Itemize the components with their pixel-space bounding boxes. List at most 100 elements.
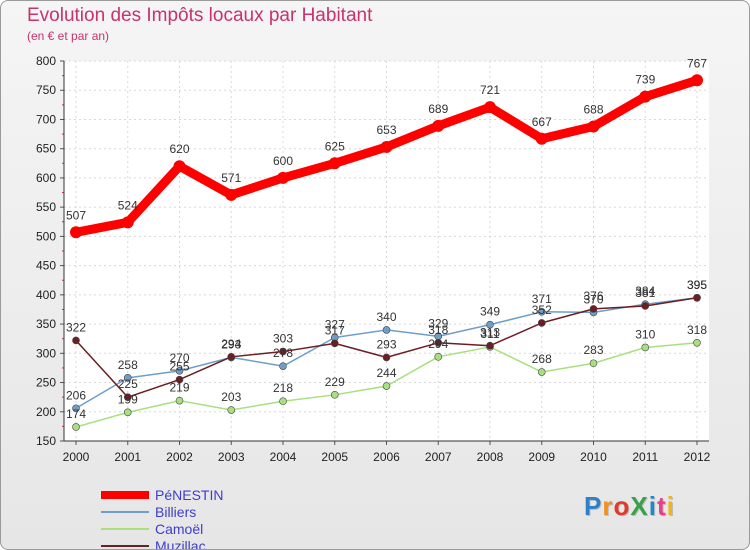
data-label: 311 (480, 327, 499, 341)
data-point (175, 375, 184, 384)
data-point (72, 336, 80, 345)
data-label: 327 (325, 318, 345, 332)
data-point (328, 157, 341, 170)
data-label: 571 (221, 171, 241, 185)
data-point (432, 119, 445, 132)
chart-subtitle: (en € et par an) (27, 29, 110, 43)
data-label: 370 (583, 292, 603, 306)
data-point (173, 160, 186, 173)
x-tick-label: 2011 (632, 450, 658, 464)
x-tick-label: 2002 (166, 450, 193, 464)
data-label: 352 (532, 303, 552, 317)
logo-letter: r (602, 491, 614, 521)
legend-label: Camoël (155, 520, 204, 537)
data-point (382, 382, 391, 390)
legend-swatch (101, 490, 149, 499)
legend-swatch (101, 527, 149, 530)
x-tick-label: 2009 (528, 450, 555, 464)
data-label: 620 (169, 142, 189, 156)
legend-item: Muzillac (101, 537, 223, 550)
data-label: 381 (635, 286, 655, 300)
data-point (537, 307, 546, 316)
data-point (123, 393, 132, 401)
data-point (587, 120, 600, 133)
data-point (330, 391, 339, 399)
data-label: 303 (273, 332, 293, 346)
data-label: 625 (325, 139, 345, 153)
data-point (175, 396, 184, 405)
legend-label: PéNESTIN (155, 486, 224, 503)
data-label: 283 (583, 343, 603, 357)
data-point (691, 74, 703, 87)
data-label: 507 (66, 208, 86, 222)
y-tick-label: 650 (36, 142, 56, 156)
x-tick-label: 2003 (218, 450, 245, 464)
data-point (382, 353, 391, 362)
data-point (72, 423, 80, 431)
data-label: 255 (169, 360, 189, 374)
data-label: 244 (376, 366, 396, 380)
y-tick-label: 500 (36, 229, 56, 243)
data-label: 395 (687, 278, 707, 292)
data-point (277, 171, 289, 184)
logo-letter: P (584, 491, 603, 521)
x-tick-label: 2005 (321, 450, 348, 464)
data-point (279, 347, 287, 356)
logo-letter: X (630, 491, 649, 521)
y-tick-label: 450 (36, 259, 56, 273)
data-label: 384 (635, 284, 655, 298)
data-point (382, 326, 391, 334)
data-point (537, 368, 546, 376)
data-point (535, 132, 548, 145)
data-point (70, 226, 82, 239)
data-point (72, 404, 80, 413)
x-tick-label: 2001 (114, 450, 141, 464)
data-point (486, 341, 494, 350)
data-point (486, 320, 494, 329)
x-tick-label: 2000 (63, 450, 90, 464)
legend-item: Camoël (101, 520, 223, 537)
data-point (641, 343, 650, 352)
data-label: 329 (428, 316, 448, 330)
y-tick-label: 700 (36, 112, 56, 126)
series-group (70, 74, 703, 431)
data-point (279, 397, 287, 406)
data-point (225, 188, 238, 201)
data-point (434, 353, 443, 361)
proxiti-logo: ProXiti (584, 491, 675, 522)
data-label: 653 (376, 123, 396, 137)
data-point (123, 374, 132, 382)
y-tick-label: 400 (36, 288, 56, 302)
y-tick-label: 200 (36, 405, 56, 419)
data-label: 524 (118, 198, 138, 212)
data-label: 318 (687, 323, 707, 337)
data-point (123, 408, 132, 417)
data-point (380, 140, 393, 153)
legend-label: Muzillac (155, 537, 206, 550)
legend: PéNESTIN Billiers Camoël Muzillac (101, 486, 224, 550)
y-tick-label: 350 (36, 317, 56, 331)
data-label: 218 (273, 381, 293, 395)
data-point (537, 319, 546, 327)
data-label: 395 (687, 278, 707, 292)
y-tick-label: 600 (36, 171, 56, 185)
data-label: 739 (635, 73, 655, 87)
axes (60, 60, 709, 445)
data-label: 229 (325, 375, 345, 389)
data-label: 349 (480, 305, 500, 319)
data-label: 689 (428, 102, 448, 116)
data-label: 270 (169, 351, 189, 365)
data-label: 258 (118, 358, 138, 372)
data-label: 225 (118, 377, 138, 391)
data-label: 310 (635, 327, 655, 341)
data-label: 294 (428, 337, 448, 351)
data-label: 268 (532, 352, 552, 366)
data-point (589, 359, 598, 368)
data-label: 206 (66, 388, 86, 402)
y-tick-label: 550 (36, 200, 56, 214)
x-tick-label: 2007 (425, 450, 452, 464)
data-point (227, 353, 236, 361)
logo-letter: i (648, 491, 657, 521)
y-tick-label: 250 (36, 376, 56, 390)
